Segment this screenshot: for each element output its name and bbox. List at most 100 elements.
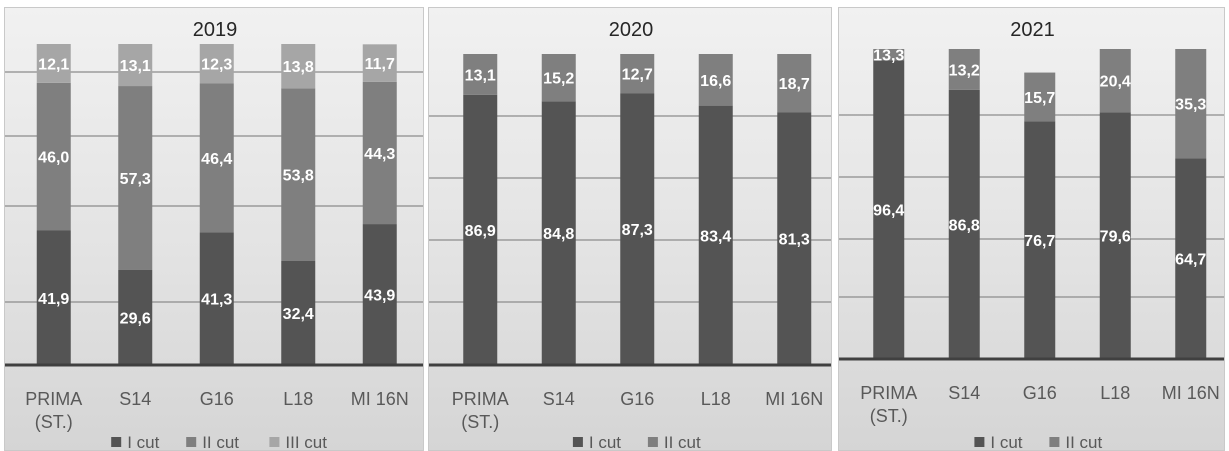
bar-i-cut-1 [463,94,498,365]
category-label: S14 [543,389,575,409]
category-label: L18 [283,389,313,409]
data-label: 13,2 [949,62,980,79]
legend-swatch [269,437,280,447]
bar-iii-cut-4 [281,44,316,89]
bar-i-cut-3 [199,232,234,365]
category-label: MI 16N [765,389,823,409]
bar-i-cut-5 [777,112,812,365]
bar-i-cut-3 [1024,121,1056,359]
bar-i-cut-2 [948,89,980,360]
data-label: 32,4 [283,306,314,323]
data-label: 76,7 [1024,233,1055,250]
legend-swatch [572,437,583,447]
data-label: 41,3 [201,292,232,309]
data-label: 43,9 [364,288,395,305]
data-label: 83,4 [700,228,731,245]
bar-ii-cut-1 [873,49,905,61]
data-label: 86,9 [465,223,496,240]
legend: I cut II cut [974,433,1103,451]
bar-ii-cut-1 [463,54,498,95]
bar-ii-cut-4 [1099,49,1131,113]
bar-iii-cut-1 [36,44,71,83]
bar-i-cut-2 [541,101,576,365]
bar-iii-cut-2 [118,44,153,87]
bar-i-cut-1 [36,230,71,365]
bar-ii-cut-3 [199,83,234,233]
bar-i-cut-3 [620,93,655,365]
bar-i-cut-4 [281,260,316,365]
legend-label: I cut [589,433,621,451]
category-label: S14 [119,389,151,409]
bar-i-cut-5 [362,224,397,365]
data-label: 16,6 [700,73,731,90]
data-label: 13,1 [120,58,151,75]
bar-iii-cut-5 [362,44,397,82]
category-label: MI 16N [351,389,409,409]
legend-swatch [1049,437,1060,447]
category-label: PRIMA (ST.) [25,389,82,432]
data-label: 57,3 [120,171,151,188]
chart-title-2021: 2021 [1010,19,1055,41]
bar-ii-cut-4 [698,54,733,106]
bar-iii-cut-3 [199,44,234,84]
data-label: 46,0 [38,150,69,167]
legend-swatch [186,437,197,447]
data-label: 13,3 [873,48,904,65]
data-label: 13,8 [283,59,314,76]
legend-label: I cut [990,433,1022,451]
legend-label: II cut [202,433,239,451]
chart-panel-2019: 2019 41,9 46,0 12,1 PRIMA (ST.) 29,6 57,3 13,1 S1… [4,7,424,451]
bar-ii-cut-5 [362,81,397,225]
chart-2021: 2021 96,4 13,3 PRIMA (ST.) 86,8 13,2 S14 76,7 15,… [839,19,1224,451]
data-label: 12,1 [38,56,69,73]
bar-ii-cut-2 [118,86,153,270]
data-label: 86,8 [949,217,980,234]
chart-panel-2020: 2020 86,9 13,1 PRIMA (ST.) 84,8 15,2 S14 87,3 12,… [428,7,832,451]
chart-title-2019: 2019 [193,19,238,41]
legend-swatch [111,437,122,447]
chart-2019: 2019 41,9 46,0 12,1 PRIMA (ST.) 29,6 57,3 13,1 S1… [5,19,423,451]
data-label: 15,2 [543,71,574,88]
data-label: 81,3 [779,232,810,249]
category-label: S14 [948,383,980,403]
data-label: 44,3 [364,146,395,163]
category-label: L18 [1100,383,1130,403]
bar-ii-cut-2 [541,54,576,102]
legend-label: II cut [1065,433,1102,451]
bar-ii-cut-3 [620,54,655,94]
category-label: G16 [1023,383,1057,403]
bar-ii-cut-5 [777,54,812,113]
data-label: 84,8 [543,226,574,243]
bar-i-cut-1 [873,60,905,359]
legend: I cut II cut III cut [111,433,327,451]
bar-ii-cut-4 [281,88,316,261]
legend-swatch [647,437,658,447]
data-label: 53,8 [283,168,314,185]
data-label: 20,4 [1100,74,1131,91]
bar-ii-cut-1 [36,82,71,231]
data-label: 79,6 [1100,229,1131,246]
bar-ii-cut-2 [948,49,980,90]
data-label: 12,3 [201,57,232,74]
legend: I cut II cut [572,433,701,451]
data-label: 12,7 [622,67,653,84]
data-label: 29,6 [120,310,151,327]
data-label: 41,9 [38,291,69,308]
data-label: 96,4 [873,203,904,220]
bar-i-cut-4 [1099,112,1131,360]
chart-panel-2021: 2021 96,4 13,3 PRIMA (ST.) 86,8 13,2 S14 76,7 15,… [838,7,1225,451]
bar-ii-cut-5 [1175,49,1207,159]
legend-swatch [974,437,985,447]
data-label: 11,7 [365,56,395,73]
category-label: G16 [620,389,654,409]
legend-label: II cut [664,433,701,451]
category-label: PRIMA (ST.) [452,389,509,432]
data-label: 15,7 [1024,90,1055,107]
data-label: 87,3 [622,222,653,239]
chart-2020: 2020 86,9 13,1 PRIMA (ST.) 84,8 15,2 S14 87,3 12,… [429,19,831,451]
category-label: MI 16N [1162,383,1220,403]
data-label: 35,3 [1175,97,1206,114]
bar-i-cut-2 [118,269,153,365]
data-label: 18,7 [779,76,810,93]
data-label: 13,1 [465,67,496,84]
